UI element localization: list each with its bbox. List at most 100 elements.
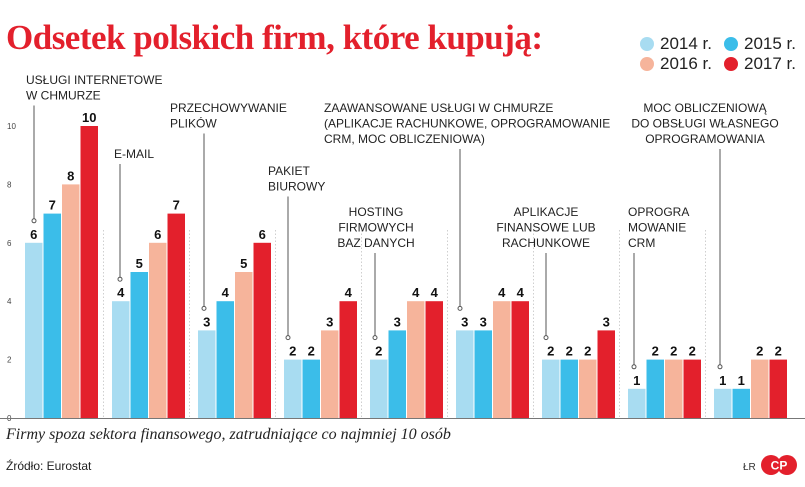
- category-label: HOSTING: [349, 205, 404, 219]
- bar-value-label: 4: [517, 285, 525, 300]
- bar-value-label: 10: [82, 110, 96, 125]
- bar-2017-1: [167, 213, 185, 418]
- source-note: Źródło: Eurostat: [6, 459, 92, 473]
- category-label: PAKIET: [268, 164, 310, 178]
- category-label: CRM, MOC OBLICZENIOWA): [324, 132, 485, 146]
- category-label: (APLIKACJE RACHUNKOWE, OPROGRAMOWANIE: [324, 117, 610, 131]
- bar-value-label: 4: [431, 285, 439, 300]
- legend-label-2014: 2014 r.: [660, 34, 712, 53]
- bar-2014-5: [456, 330, 474, 418]
- bar-2015-7: [646, 359, 664, 418]
- legend-swatch-2014: [640, 37, 654, 51]
- bar-value-label: 5: [240, 256, 247, 271]
- legend-swatch-2015: [724, 37, 738, 51]
- publisher-logo: CP: [761, 455, 797, 475]
- bar-value-label: 3: [326, 314, 333, 329]
- bar-value-label: 3: [603, 314, 610, 329]
- bar-value-label: 8: [67, 168, 74, 183]
- legend-swatch-2017: [724, 57, 738, 71]
- legend-label-2016: 2016 r.: [660, 54, 712, 73]
- y-tick-label: 6: [7, 239, 12, 248]
- leader-dot: [31, 218, 37, 224]
- category-label: RACHUNKOWE: [502, 236, 590, 250]
- chart-title: Odsetek polskich firm, które kupują:: [6, 18, 543, 57]
- bar-value-label: 2: [775, 344, 782, 359]
- leader-dot: [457, 305, 463, 311]
- bar-2015-4: [388, 330, 406, 418]
- bar-value-label: 4: [222, 285, 230, 300]
- leader-dot: [201, 305, 207, 311]
- bar-2014-0: [25, 242, 43, 418]
- logo-text: CP: [771, 459, 788, 473]
- bar-2015-6: [560, 359, 578, 418]
- category-label: OPROGRA: [628, 205, 689, 219]
- bar-value-label: 1: [719, 373, 726, 388]
- leader-dot: [631, 364, 637, 370]
- bar-2017-5: [511, 301, 529, 418]
- bar-value-label: 7: [173, 198, 180, 213]
- category-label: FINANSOWE LUB: [496, 221, 595, 235]
- leader-dot: [372, 335, 378, 341]
- category-label: BAZ DANYCH: [337, 236, 414, 250]
- category-label: PLIKÓW: [170, 116, 217, 131]
- category-label: MOC OBLICZENIOWĄ: [643, 101, 767, 115]
- bar-2017-2: [253, 242, 271, 418]
- bar-value-label: 1: [738, 373, 745, 388]
- leader-dot: [543, 335, 549, 341]
- category-label: MOWANIE: [628, 221, 686, 235]
- bar-2014-4: [370, 359, 388, 418]
- bar-value-label: 6: [30, 227, 37, 242]
- y-tick-label: 4: [7, 297, 12, 306]
- bar-value-label: 5: [136, 256, 143, 271]
- category-label: FIRMOWYCH: [338, 221, 413, 235]
- bar-value-label: 2: [756, 344, 763, 359]
- bar-2016-5: [493, 301, 511, 418]
- bar-value-label: 2: [375, 344, 382, 359]
- bar-value-label: 3: [461, 314, 468, 329]
- bar-2016-7: [665, 359, 683, 418]
- bar-2015-1: [130, 272, 148, 418]
- bar-2014-1: [112, 301, 130, 418]
- category-label: DO OBSŁUGI WŁASNEGO: [631, 117, 778, 131]
- bar-2015-5: [474, 330, 492, 418]
- category-label: ZAAWANSOWANE USŁUGI W CHMURZE: [324, 101, 553, 115]
- legend-label-2017: 2017 r.: [744, 54, 796, 73]
- bar-2016-1: [149, 242, 167, 418]
- category-label: USŁUGI INTERNETOWE: [26, 73, 162, 87]
- category-label: W CHMURZE: [26, 89, 101, 103]
- bar-2014-3: [284, 359, 302, 418]
- category-label: E-MAIL: [114, 147, 154, 161]
- y-tick-label: 10: [7, 122, 16, 131]
- bar-2015-8: [732, 388, 750, 418]
- bar-value-label: 3: [394, 314, 401, 329]
- bar-value-label: 2: [670, 344, 677, 359]
- chart-subtitle: Firmy spoza sektora finansowego, zatrudn…: [6, 426, 451, 443]
- category-label: APLIKACJE: [514, 205, 579, 219]
- legend-label-2015: 2015 r.: [744, 34, 796, 53]
- y-tick-label: 2: [7, 356, 12, 365]
- bar-value-label: 4: [498, 285, 506, 300]
- category-label: PRZECHOWYWANIE: [170, 101, 287, 115]
- bar-value-label: 7: [49, 198, 56, 213]
- bar-2014-7: [628, 388, 646, 418]
- legend: 2014 r. 2015 r. 2016 r. 2017 r.: [640, 34, 805, 74]
- bar-2015-3: [302, 359, 320, 418]
- bar-2016-2: [235, 272, 253, 418]
- bar-2017-6: [597, 330, 615, 418]
- bar-value-label: 3: [480, 314, 487, 329]
- bar-2015-0: [43, 213, 61, 418]
- bar-2014-2: [198, 330, 216, 418]
- leader-dot: [285, 335, 291, 341]
- bar-2016-6: [579, 359, 597, 418]
- category-label: OPROGRAMOWANIA: [645, 132, 765, 146]
- legend-item-2014: 2014 r.: [640, 34, 712, 54]
- bar-value-label: 2: [652, 344, 659, 359]
- bar-2016-4: [407, 301, 425, 418]
- bar-value-label: 6: [154, 227, 161, 242]
- bar-value-label: 3: [203, 314, 210, 329]
- leader-dot: [717, 364, 723, 370]
- bar-value-label: 4: [345, 285, 353, 300]
- legend-item-2016: 2016 r.: [640, 54, 712, 74]
- bar-value-label: 1: [633, 373, 640, 388]
- legend-swatch-2016: [640, 57, 654, 71]
